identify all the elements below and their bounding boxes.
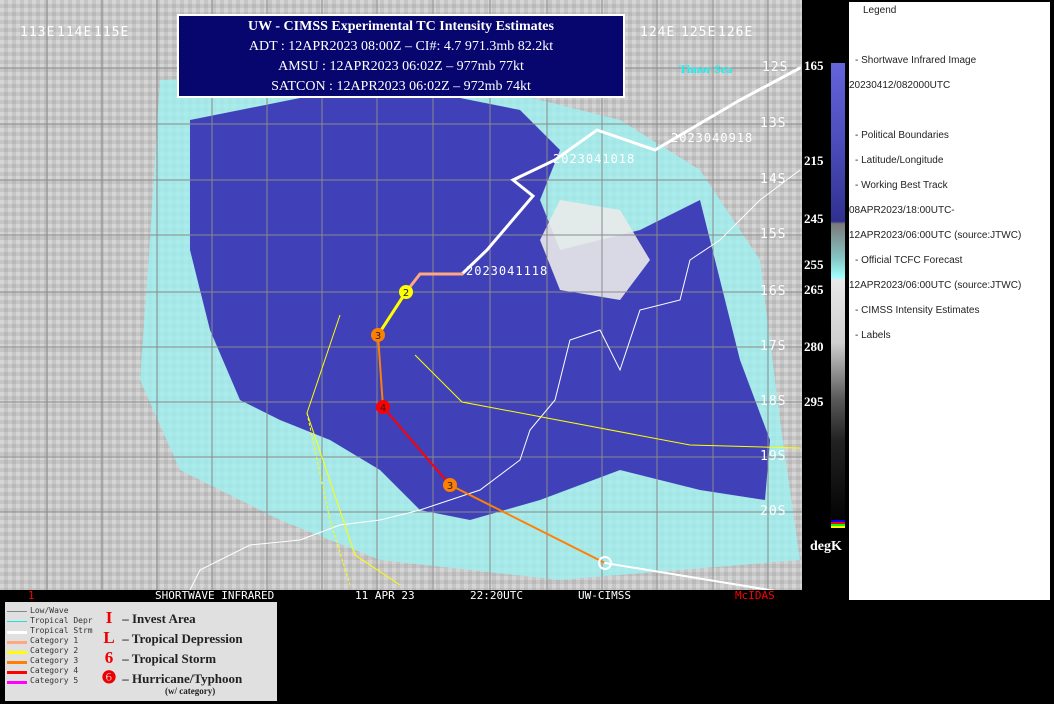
- legend-line-label: Category 2: [30, 646, 79, 655]
- legend-line-swatch: [7, 661, 27, 664]
- legend-item: 20230412/082000UTC: [849, 80, 951, 91]
- amsu-estimate: AMSU : 12APR2023 06:02Z – 977mb 77kt: [278, 59, 524, 74]
- image-source: UW-CIMSS: [578, 589, 631, 602]
- legend-line-label: Tropical Strm: [30, 626, 93, 635]
- storm-category: 3: [447, 481, 453, 492]
- legend-line-swatch: [7, 671, 27, 674]
- best-track: [376, 66, 802, 590]
- legend-line-label: Category 3: [30, 656, 79, 665]
- legend-line-label: Low/Wave: [30, 606, 69, 615]
- legend-line-label: Category 4: [30, 666, 79, 675]
- storm-category: 3: [375, 331, 381, 342]
- intensity-legend: Low/Wave Tropical Depr Tropical Strm Catego…: [5, 602, 277, 701]
- legend-item: - Shortwave Infrared Image: [855, 55, 977, 66]
- legend-item: - Political Boundaries: [855, 130, 949, 141]
- lat-label: 16S: [760, 284, 787, 299]
- hurricane-symbol: 3: [371, 328, 385, 342]
- colorbar-tick: 295: [804, 394, 824, 409]
- legend-line-swatch: [7, 681, 27, 684]
- adt-estimate: ADT : 12APR2023 08:00Z – CI#: 4.7 971.3m…: [248, 39, 554, 54]
- sea-label: Timor Sea: [679, 62, 733, 76]
- legend-panel: Legend - Shortwave Infrared Image 202304…: [849, 2, 1050, 600]
- legend-line-swatch: [7, 621, 27, 622]
- hurricane-icon: [371, 328, 385, 342]
- satellite-map: 2 3 4 3: [0, 0, 802, 590]
- storm-symbols: 2 3 4 3: [371, 285, 612, 570]
- lat-label: 20S: [760, 504, 787, 519]
- hurricane-icon: [399, 285, 413, 299]
- lat-label: 18S: [760, 394, 787, 409]
- legend-item: 12APR2023/06:00UTC (source:JTWC): [849, 280, 1022, 291]
- lat-label: 12S: [762, 60, 789, 75]
- colorbar-tick: 280: [804, 339, 824, 354]
- product-name: SHORTWAVE INFRARED: [155, 589, 275, 602]
- lon-label: 114E: [57, 25, 93, 40]
- hurricane-symbol: 3: [443, 478, 457, 492]
- hurricane-symbol: 4: [376, 400, 390, 414]
- colorbar-tick: 265: [804, 282, 824, 297]
- legend-line-swatch: [7, 631, 27, 634]
- legend-line-label: Category 1: [30, 636, 79, 645]
- colorbar-tick: 245: [804, 211, 824, 226]
- legend-item: 08APR2023/18:00UTC-: [849, 205, 955, 216]
- hurricane-icon: [598, 556, 612, 570]
- legend-line-label: Tropical Depr: [30, 616, 93, 625]
- storm-category: 4: [380, 403, 386, 414]
- legend-item: - Labels: [855, 330, 891, 341]
- hurricane-icon: [376, 400, 390, 414]
- lat-label: 15S: [760, 227, 787, 242]
- hurricane-symbol: [598, 556, 612, 570]
- cold-cloud-tops: [190, 92, 770, 520]
- symbol-depression: L – Tropical Depression: [103, 628, 243, 647]
- symbol-invest: I – Invest Area: [105, 608, 196, 627]
- lon-label: 126E: [718, 25, 754, 40]
- legend-item: - Working Best Track: [855, 180, 948, 191]
- track-label: 2023041018: [553, 152, 636, 166]
- legend-line-swatch: [7, 641, 27, 644]
- symbol-storm: 6 – Tropical Storm: [104, 648, 217, 667]
- legend-item: - CIMSS Intensity Estimates: [855, 305, 980, 316]
- lon-label: 113E: [20, 25, 56, 40]
- hurricane-symbol: 2: [399, 285, 413, 299]
- mcidas-label: McIDAS: [735, 589, 775, 602]
- legend-line-label: Category 5: [30, 676, 79, 685]
- hurricane-icon: [443, 478, 457, 492]
- colorbar-swatch: [831, 520, 845, 528]
- category-note: (w/ category): [165, 686, 216, 696]
- legend-item: 12APR2023/06:00UTC (source:JTWC): [849, 230, 1022, 241]
- legend-item: - Official TCFC Forecast: [855, 255, 963, 266]
- lon-label: 115E: [94, 25, 130, 40]
- lat-label: 13S: [760, 116, 787, 131]
- colorbar-tick: 215: [804, 153, 824, 168]
- info-title: UW - CIMSS Experimental TC Intensity Est…: [248, 19, 554, 34]
- legend-item: - Latitude/Longitude: [855, 155, 944, 166]
- track-label: 2023040918: [671, 131, 754, 145]
- image-date: 11 APR 23: [355, 589, 415, 602]
- legend-line-swatch: [7, 651, 27, 654]
- image-info-strip: 1 SHORTWAVE INFRARED 11 APR 23 22:20UTC …: [0, 589, 802, 602]
- temperature-colorbar: [831, 63, 845, 529]
- lon-label: 124E: [640, 25, 676, 40]
- lon-label: 125E: [681, 25, 717, 40]
- image-time: 22:20UTC: [470, 589, 523, 602]
- satcon-estimate: SATCON : 12APR2023 06:02Z – 972mb 74kt: [271, 79, 531, 94]
- forecast-cone: [306, 314, 801, 586]
- colorbar-unit: degK: [810, 539, 842, 554]
- colorbar-tick: 165: [804, 58, 824, 73]
- frame-number: 1: [28, 589, 35, 602]
- colorbar-tick: 255: [804, 257, 824, 272]
- lat-label: 17S: [760, 339, 787, 354]
- lat-label: 19S: [760, 449, 787, 464]
- storm-category: 2: [403, 288, 409, 299]
- legend-line-swatch: [7, 611, 27, 612]
- symbol-hurricane: ❻ – Hurricane/Typhoon: [101, 668, 243, 687]
- track-label: 2023041118: [466, 264, 549, 278]
- legend-title: Legend: [863, 5, 897, 16]
- intensity-estimates-box: UW - CIMSS Experimental TC Intensity Est…: [177, 14, 625, 98]
- coastline: [189, 169, 801, 590]
- lat-label: 14S: [760, 172, 787, 187]
